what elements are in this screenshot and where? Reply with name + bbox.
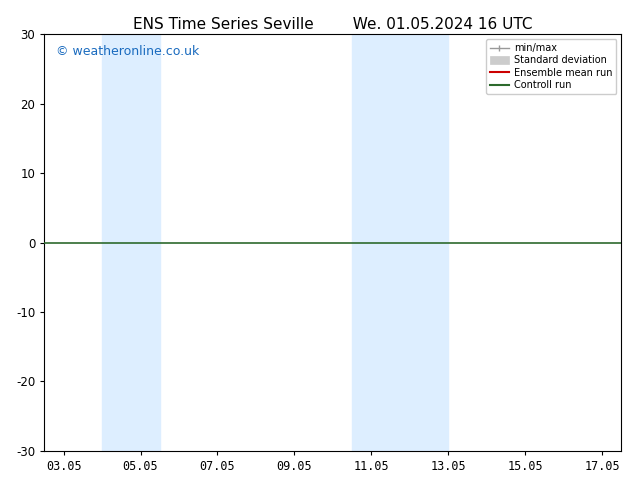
Text: © weatheronline.co.uk: © weatheronline.co.uk [56, 45, 199, 58]
Bar [352, 34, 448, 451]
Legend: min/max, Standard deviation, Ensemble mean run, Controll run: min/max, Standard deviation, Ensemble me… [486, 39, 616, 94]
Title: ENS Time Series Seville        We. 01.05.2024 16 UTC: ENS Time Series Seville We. 01.05.2024 1… [133, 17, 533, 32]
Bar [102, 34, 160, 451]
